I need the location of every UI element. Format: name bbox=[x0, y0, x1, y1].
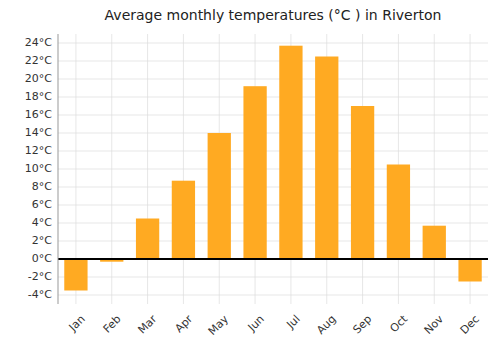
y-grid-line bbox=[58, 43, 488, 44]
x-tick-label: Sep bbox=[351, 313, 375, 337]
y-tick-label: 2°C bbox=[32, 234, 52, 247]
y-grid-line bbox=[58, 133, 488, 134]
y-tick-label: 24°C bbox=[25, 36, 52, 49]
x-grid-line bbox=[434, 34, 435, 304]
x-tick-labels: Jan Feb Mar Apr May Jun Jul Aug Sep Oct Nov Dec bbox=[66, 312, 482, 338]
bar bbox=[64, 259, 87, 291]
bar bbox=[315, 57, 338, 260]
y-tick-label: 12°C bbox=[25, 144, 52, 157]
title: Average monthly temperatures (°C ) in Ri… bbox=[105, 7, 442, 23]
y-tick-label: 0°C bbox=[32, 252, 52, 265]
y-tick-labels: -4°C -2°C 0°C 2°C 4°C 6°C 8°C 10°C 12°C 14°C 16°C 1… bbox=[25, 36, 52, 301]
y-grid-line bbox=[58, 205, 488, 206]
y-grid-line bbox=[58, 79, 488, 80]
y-grid-line bbox=[58, 259, 488, 260]
y-tick-label: -2°C bbox=[28, 270, 52, 283]
grid bbox=[58, 34, 488, 304]
y-grid-line bbox=[58, 61, 488, 62]
y-tick-label: 10°C bbox=[25, 162, 52, 175]
x-tick-label: Oct bbox=[388, 312, 411, 335]
bar bbox=[136, 219, 159, 260]
chart-container: -4°C -2°C 0°C 2°C 4°C 6°C 8°C 10°C 12°C 14°C 16°C 1… bbox=[0, 0, 500, 350]
x-tick-label: Nov bbox=[422, 312, 447, 337]
x-tick-label: Aug bbox=[314, 313, 338, 337]
bar bbox=[172, 181, 195, 259]
bar bbox=[423, 226, 446, 259]
bar bbox=[208, 133, 231, 259]
x-tick-label: Feb bbox=[101, 313, 124, 336]
bar bbox=[243, 86, 266, 259]
bar bbox=[387, 165, 410, 260]
y-grid-line bbox=[58, 169, 488, 170]
y-tick-label: -4°C bbox=[28, 288, 52, 301]
x-grid-line bbox=[183, 34, 184, 304]
y-tick-label: 4°C bbox=[32, 216, 52, 229]
y-grid-line bbox=[58, 277, 488, 278]
chart: -4°C -2°C 0°C 2°C 4°C 6°C 8°C 10°C 12°C 14°C 16°C 1… bbox=[0, 0, 500, 350]
y-tick-label: 16°C bbox=[25, 108, 52, 121]
y-tick-label: 6°C bbox=[32, 198, 52, 211]
y-grid-line bbox=[58, 97, 488, 98]
x-tick-label: Jan bbox=[66, 313, 88, 335]
y-grid-line bbox=[58, 295, 488, 296]
bar bbox=[458, 259, 481, 282]
x-grid-line bbox=[147, 34, 148, 304]
y-axis-line bbox=[58, 34, 59, 304]
y-tick-label: 20°C bbox=[25, 72, 52, 85]
x-tick-label: Dec bbox=[458, 313, 482, 337]
y-tick-label: 18°C bbox=[25, 90, 52, 103]
x-tick-label: Apr bbox=[173, 312, 196, 335]
bars bbox=[58, 46, 488, 291]
bar bbox=[351, 106, 374, 259]
y-tick-label: 8°C bbox=[32, 180, 52, 193]
zero-line bbox=[58, 258, 488, 260]
x-tick-label: Mar bbox=[135, 312, 159, 336]
x-tick-label: Jun bbox=[245, 313, 267, 335]
x-tick-label: May bbox=[206, 312, 232, 338]
x-grid-line bbox=[111, 34, 112, 304]
x-tick-label: Jul bbox=[283, 313, 302, 332]
bar bbox=[279, 46, 302, 259]
y-grid-line bbox=[58, 115, 488, 116]
y-grid-line bbox=[58, 151, 488, 152]
y-tick-label: 22°C bbox=[25, 54, 52, 67]
y-tick-label: 14°C bbox=[25, 126, 52, 139]
y-grid-line bbox=[58, 223, 488, 224]
y-grid-line bbox=[58, 187, 488, 188]
